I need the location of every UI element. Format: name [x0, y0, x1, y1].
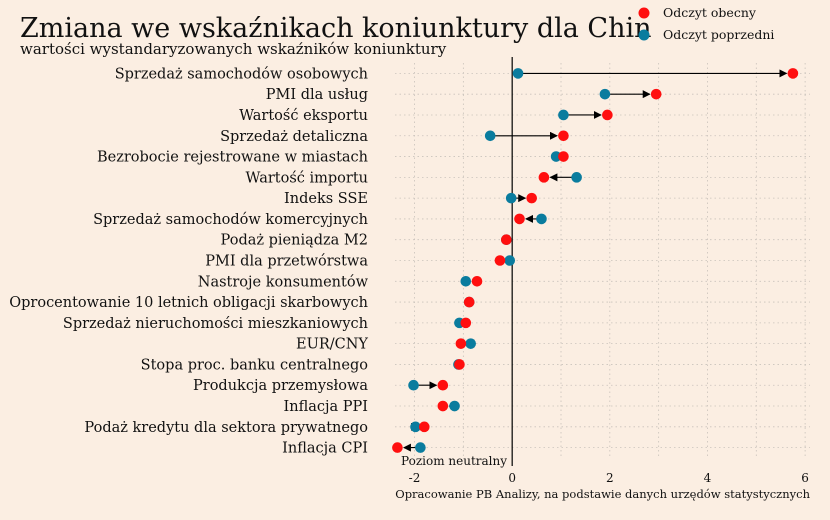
- category-label: Produkcja przemysłowa: [193, 378, 368, 394]
- category-label: PMI dla usług: [266, 87, 368, 103]
- point-previous: [512, 68, 524, 79]
- category-label: Sprzedaż detaliczna: [220, 129, 368, 145]
- point-current: [418, 421, 430, 433]
- point-previous: [408, 379, 419, 391]
- labels: -2 0 2 4 6 Sprzedaż samochodów osobowych PMI d…: [9, 66, 809, 485]
- point-previous: [550, 151, 562, 162]
- category-label: Sprzedaż samochodów osobowych: [115, 66, 368, 82]
- point-current: [454, 359, 465, 370]
- legend-label-current: Odczyt obecny: [663, 5, 757, 20]
- point-current: [494, 255, 506, 266]
- point-current: [650, 88, 662, 100]
- legend-marker-previous: [638, 29, 650, 41]
- point-current: [463, 296, 475, 308]
- point-previous: [571, 172, 582, 183]
- x-tick-label: 0: [508, 471, 516, 485]
- point-current: [538, 172, 550, 183]
- x-tick-label: 6: [801, 471, 809, 485]
- point-previous: [536, 213, 547, 225]
- category-label: Sprzedaż samochodów komercyjnych: [93, 212, 368, 228]
- chart-subtitle: wartości wystandaryzowanych wskaźników k…: [20, 40, 447, 58]
- point-current: [558, 130, 569, 142]
- point-current: [558, 151, 569, 162]
- point-current: [437, 400, 449, 412]
- source-note: Opracowanie PB Analizy, na podstawie dan…: [395, 487, 810, 501]
- category-label: Wartość eksportu: [239, 108, 368, 124]
- chart-title: Zmiana we wskaźnikach koniunktury dla Ch…: [20, 13, 652, 44]
- point-current: [437, 379, 449, 391]
- point-current: [501, 234, 512, 246]
- point-current: [392, 442, 403, 453]
- category-label: Oprocentowanie 10 letnich obligacji skar…: [9, 295, 368, 311]
- category-label: Indeks SSE: [284, 191, 368, 207]
- point-current: [514, 213, 525, 225]
- category-label: Stopa proc. banku centralnego: [141, 357, 368, 373]
- legend-label-previous: Odczyt poprzedni: [663, 27, 774, 42]
- point-previous: [505, 192, 517, 204]
- point-previous: [504, 255, 516, 266]
- neutral-level-label: Poziom neutralny: [401, 454, 507, 468]
- category-label: Wartość importu: [246, 170, 368, 186]
- x-tick-label: 2: [606, 471, 614, 485]
- point-previous: [410, 421, 421, 433]
- point-previous: [415, 442, 426, 453]
- legend: Odczyt obecny Odczyt poprzedni: [638, 5, 774, 42]
- legend-marker-current: [638, 7, 650, 19]
- data-marks: [392, 68, 799, 453]
- point-current: [471, 275, 483, 287]
- category-label: Bezrobocie rejestrowane w miastach: [97, 150, 368, 166]
- point-current: [526, 192, 538, 204]
- point-previous: [449, 400, 460, 412]
- point-previous: [599, 88, 611, 100]
- x-tick-label: 4: [704, 471, 712, 485]
- category-label: Podaż kredytu dla sektora prywatnego: [84, 420, 368, 436]
- point-current: [787, 68, 799, 79]
- category-label: Sprzedaż nieruchomości mieszkaniowych: [63, 316, 368, 332]
- point-current: [455, 338, 467, 349]
- x-tick-label: -2: [409, 471, 421, 485]
- point-current: [460, 317, 472, 329]
- category-label: EUR/CNY: [296, 337, 368, 353]
- category-label: Podaż pieniądza M2: [221, 233, 368, 249]
- point-previous: [484, 130, 496, 142]
- point-current: [602, 109, 613, 121]
- category-label: Inflacja CPI: [282, 441, 368, 457]
- point-previous: [465, 338, 476, 349]
- point-previous: [558, 109, 569, 121]
- point-previous: [460, 275, 472, 287]
- category-label: PMI dla przetwórstwa: [205, 254, 368, 270]
- category-label: Inflacja PPI: [284, 399, 369, 415]
- category-label: Nastroje konsumentów: [198, 274, 369, 290]
